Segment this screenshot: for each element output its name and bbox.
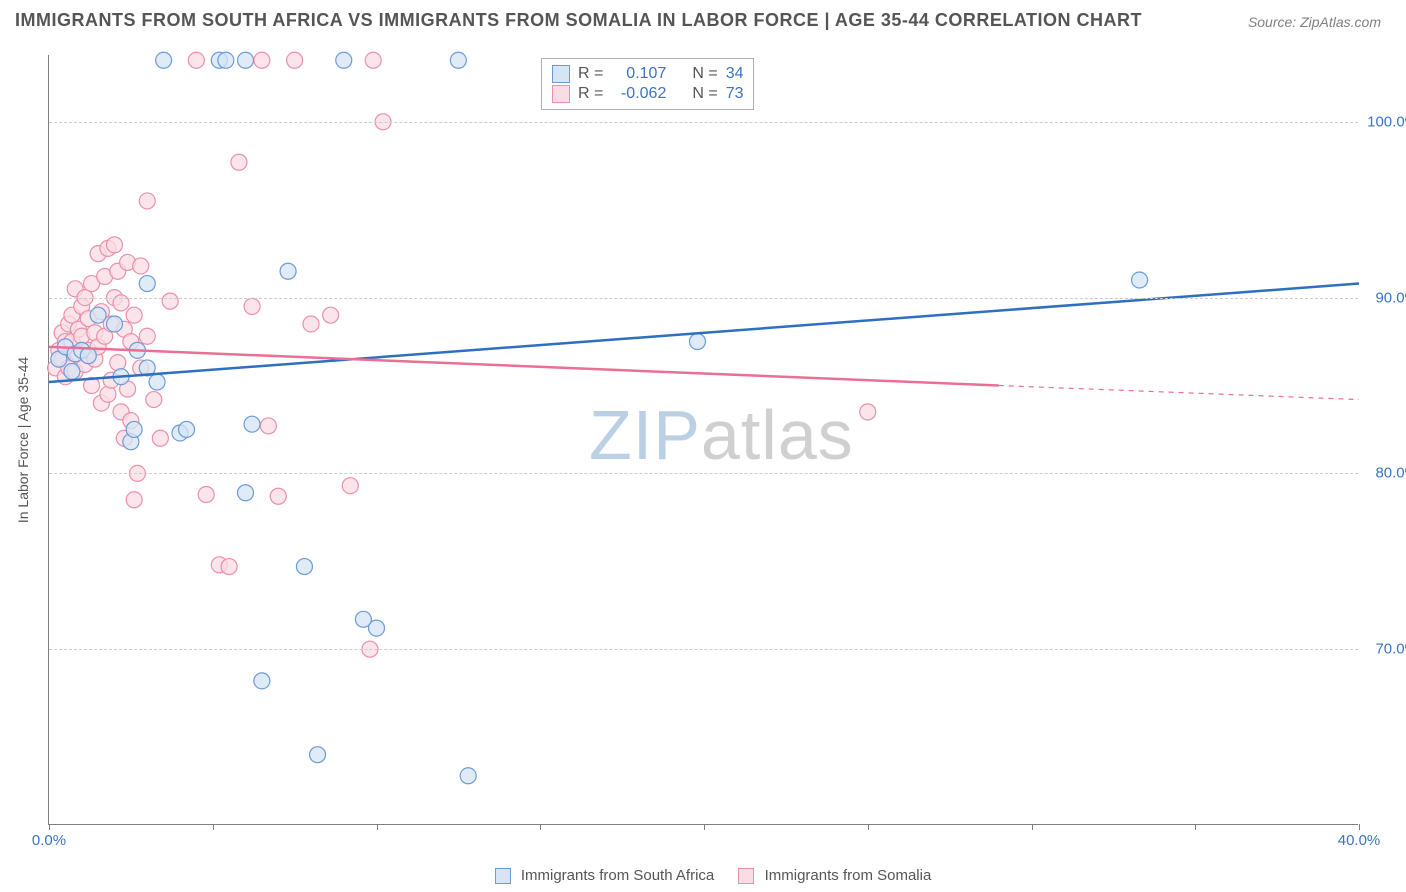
chart-container: IMMIGRANTS FROM SOUTH AFRICA VS IMMIGRAN… [0,0,1406,892]
chart-svg [49,55,1358,824]
r-label: R = [578,65,603,83]
y-tick-label: 70.0% [1363,641,1406,658]
legend-label-sa: Immigrants from South Africa [521,867,714,884]
source-credit: Source: ZipAtlas.com [1248,14,1381,30]
gridline [49,122,1358,123]
y-tick-label: 100.0% [1363,113,1406,130]
square-icon [552,65,570,83]
x-tick-mark [213,824,214,830]
n-label: N = [692,85,717,103]
x-tick-mark [704,824,705,830]
legend-label-so: Immigrants from Somalia [765,867,932,884]
x-tick-label: 40.0% [1338,832,1381,849]
gridline [49,473,1358,474]
n-label: N = [692,65,717,83]
r-label: R = [578,85,603,103]
square-icon [495,868,511,884]
r-value-so: -0.062 [611,85,666,103]
n-value-sa: 34 [726,65,744,83]
x-tick-label: 0.0% [32,832,66,849]
stats-row-sa: R = 0.107 N = 34 [552,65,743,83]
chart-title: IMMIGRANTS FROM SOUTH AFRICA VS IMMIGRAN… [15,10,1142,31]
stats-legend-box: R = 0.107 N = 34 R = -0.062 N = 73 [541,58,754,110]
plot-area: ZIPatlas R = 0.107 N = 34 R = -0.062 N =… [48,55,1358,825]
x-tick-mark [868,824,869,830]
y-tick-label: 80.0% [1363,465,1406,482]
y-tick-label: 90.0% [1363,289,1406,306]
x-tick-mark [540,824,541,830]
legend-bottom: Immigrants from South Africa Immigrants … [0,867,1406,884]
x-tick-mark [1032,824,1033,830]
square-icon [738,868,754,884]
n-value-so: 73 [726,85,744,103]
x-tick-mark [49,824,50,830]
x-tick-mark [1359,824,1360,830]
x-tick-mark [1195,824,1196,830]
square-icon [552,85,570,103]
stats-row-so: R = -0.062 N = 73 [552,85,743,103]
r-value-sa: 0.107 [611,65,666,83]
gridline [49,649,1358,650]
x-tick-mark [377,824,378,830]
gridline [49,298,1358,299]
y-axis-title: In Labor Force | Age 35-44 [15,357,31,523]
